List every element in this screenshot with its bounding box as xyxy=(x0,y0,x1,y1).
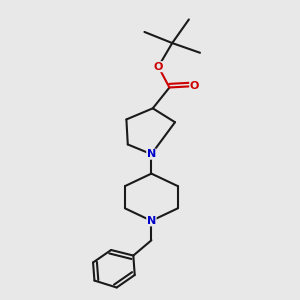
Text: O: O xyxy=(154,62,163,72)
Text: N: N xyxy=(147,216,156,226)
Text: N: N xyxy=(147,149,156,159)
Text: O: O xyxy=(190,81,199,91)
